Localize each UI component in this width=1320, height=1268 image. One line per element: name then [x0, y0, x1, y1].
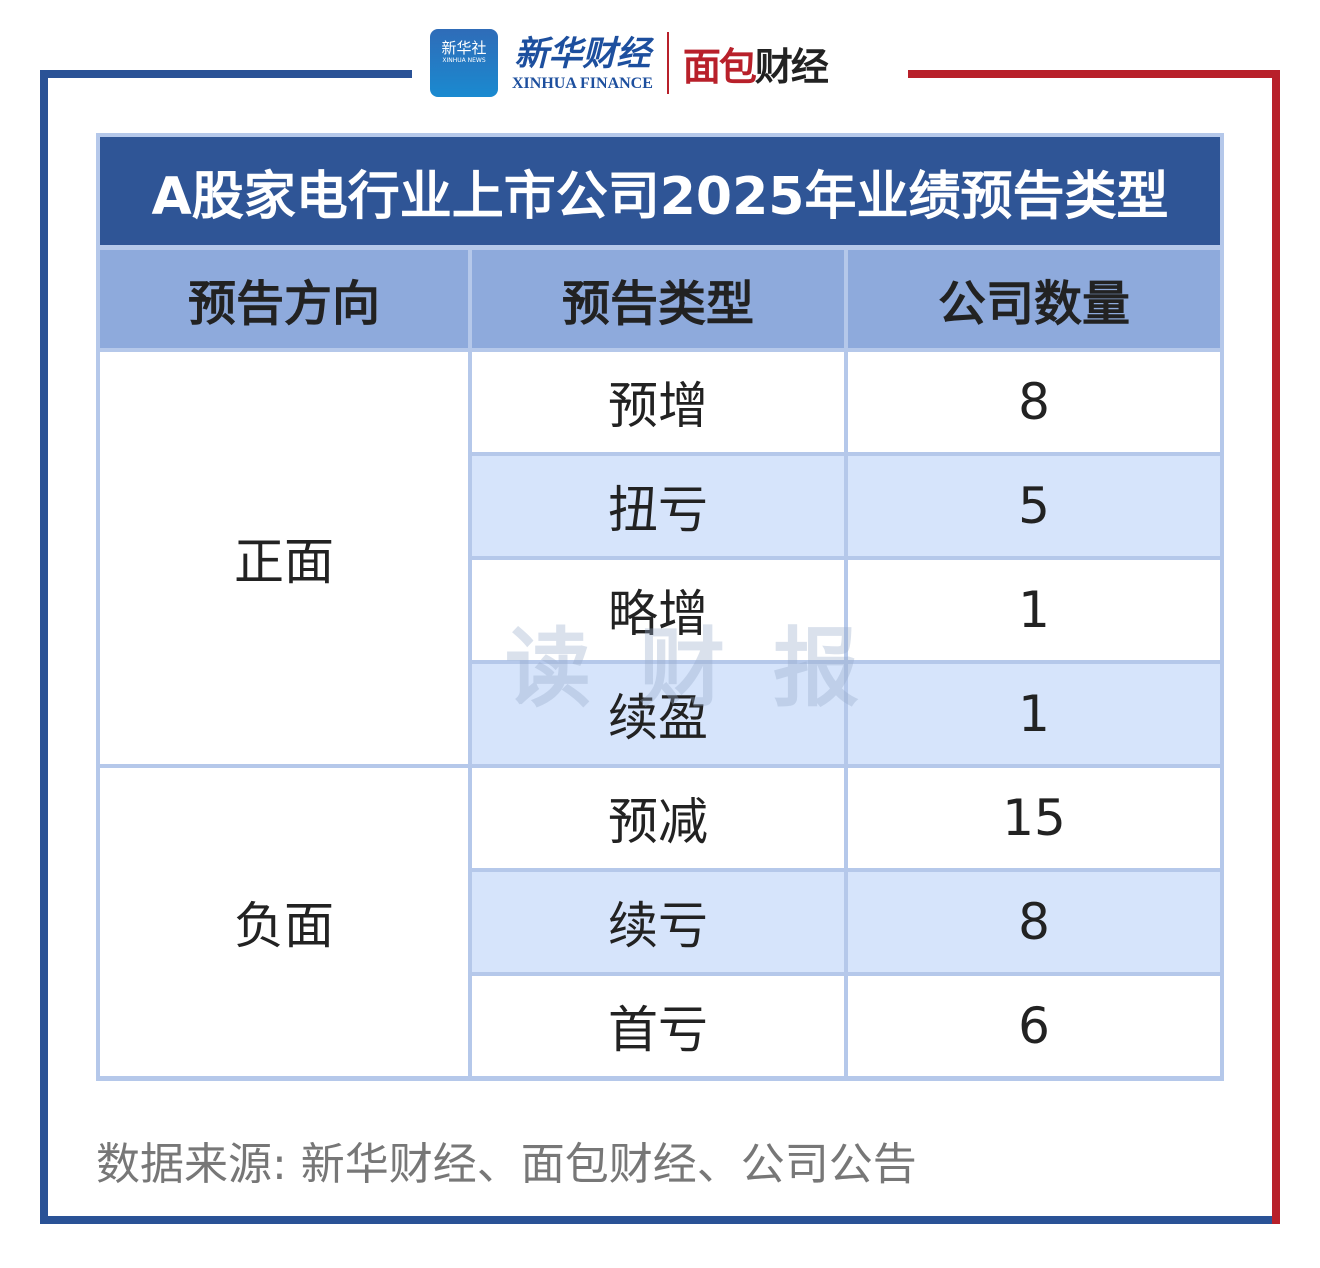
logo-separator: [666, 32, 669, 94]
frame-left: [40, 70, 48, 1224]
mianbao-b: 财经: [754, 44, 829, 89]
source-note: 数据来源: 新华财经、面包财经、公司公告: [96, 1139, 917, 1190]
xinhua-news-cn: 新华社: [441, 39, 487, 57]
xinhua-news-en: XINHUA NEWS: [442, 57, 486, 64]
logo-bar: 新华社 XINHUA NEWS 新华财经 XINHUA FINANCE 面包财经: [430, 26, 829, 100]
count-cell: 5: [848, 456, 1220, 556]
xinhua-finance-cn: 新华财经: [514, 34, 651, 74]
count-cell: 1: [848, 560, 1220, 660]
frame-top-right: [908, 70, 1280, 78]
type-cell: 略增: [472, 560, 844, 660]
type-cell: 扭亏: [472, 456, 844, 556]
frame-right: [1272, 70, 1280, 1224]
xinhua-news-logo: 新华社 XINHUA NEWS: [430, 29, 498, 97]
type-cell: 首亏: [472, 976, 844, 1076]
forecast-table: A股家电行业上市公司2025年业绩预告类型 预告方向 预告类型 公司数量 正面预…: [96, 133, 1224, 1081]
header-direction: 预告方向: [100, 250, 468, 348]
frame-top-left: [40, 70, 412, 78]
count-cell: 8: [848, 352, 1220, 452]
type-cell: 预减: [472, 768, 844, 868]
count-cell: 8: [848, 872, 1220, 972]
header-type: 预告类型: [472, 250, 844, 348]
header-count: 公司数量: [848, 250, 1220, 348]
count-cell: 1: [848, 664, 1220, 764]
xinhua-finance-logo: 新华财经 XINHUA FINANCE: [512, 33, 653, 93]
type-cell: 续亏: [472, 872, 844, 972]
count-cell: 15: [848, 768, 1220, 868]
direction-cell: 正面: [100, 352, 468, 764]
count-cell: 6: [848, 976, 1220, 1076]
mianbao-finance-logo: 面包财经: [682, 36, 829, 91]
type-cell: 预增: [472, 352, 844, 452]
type-cell: 续盈: [472, 664, 844, 764]
mianbao-a: 面包: [682, 44, 757, 89]
frame-bottom: [40, 1216, 1272, 1224]
table-title: A股家电行业上市公司2025年业绩预告类型: [100, 137, 1220, 245]
xinhua-finance-en: XINHUA FINANCE: [512, 75, 653, 92]
direction-cell: 负面: [100, 768, 468, 1076]
